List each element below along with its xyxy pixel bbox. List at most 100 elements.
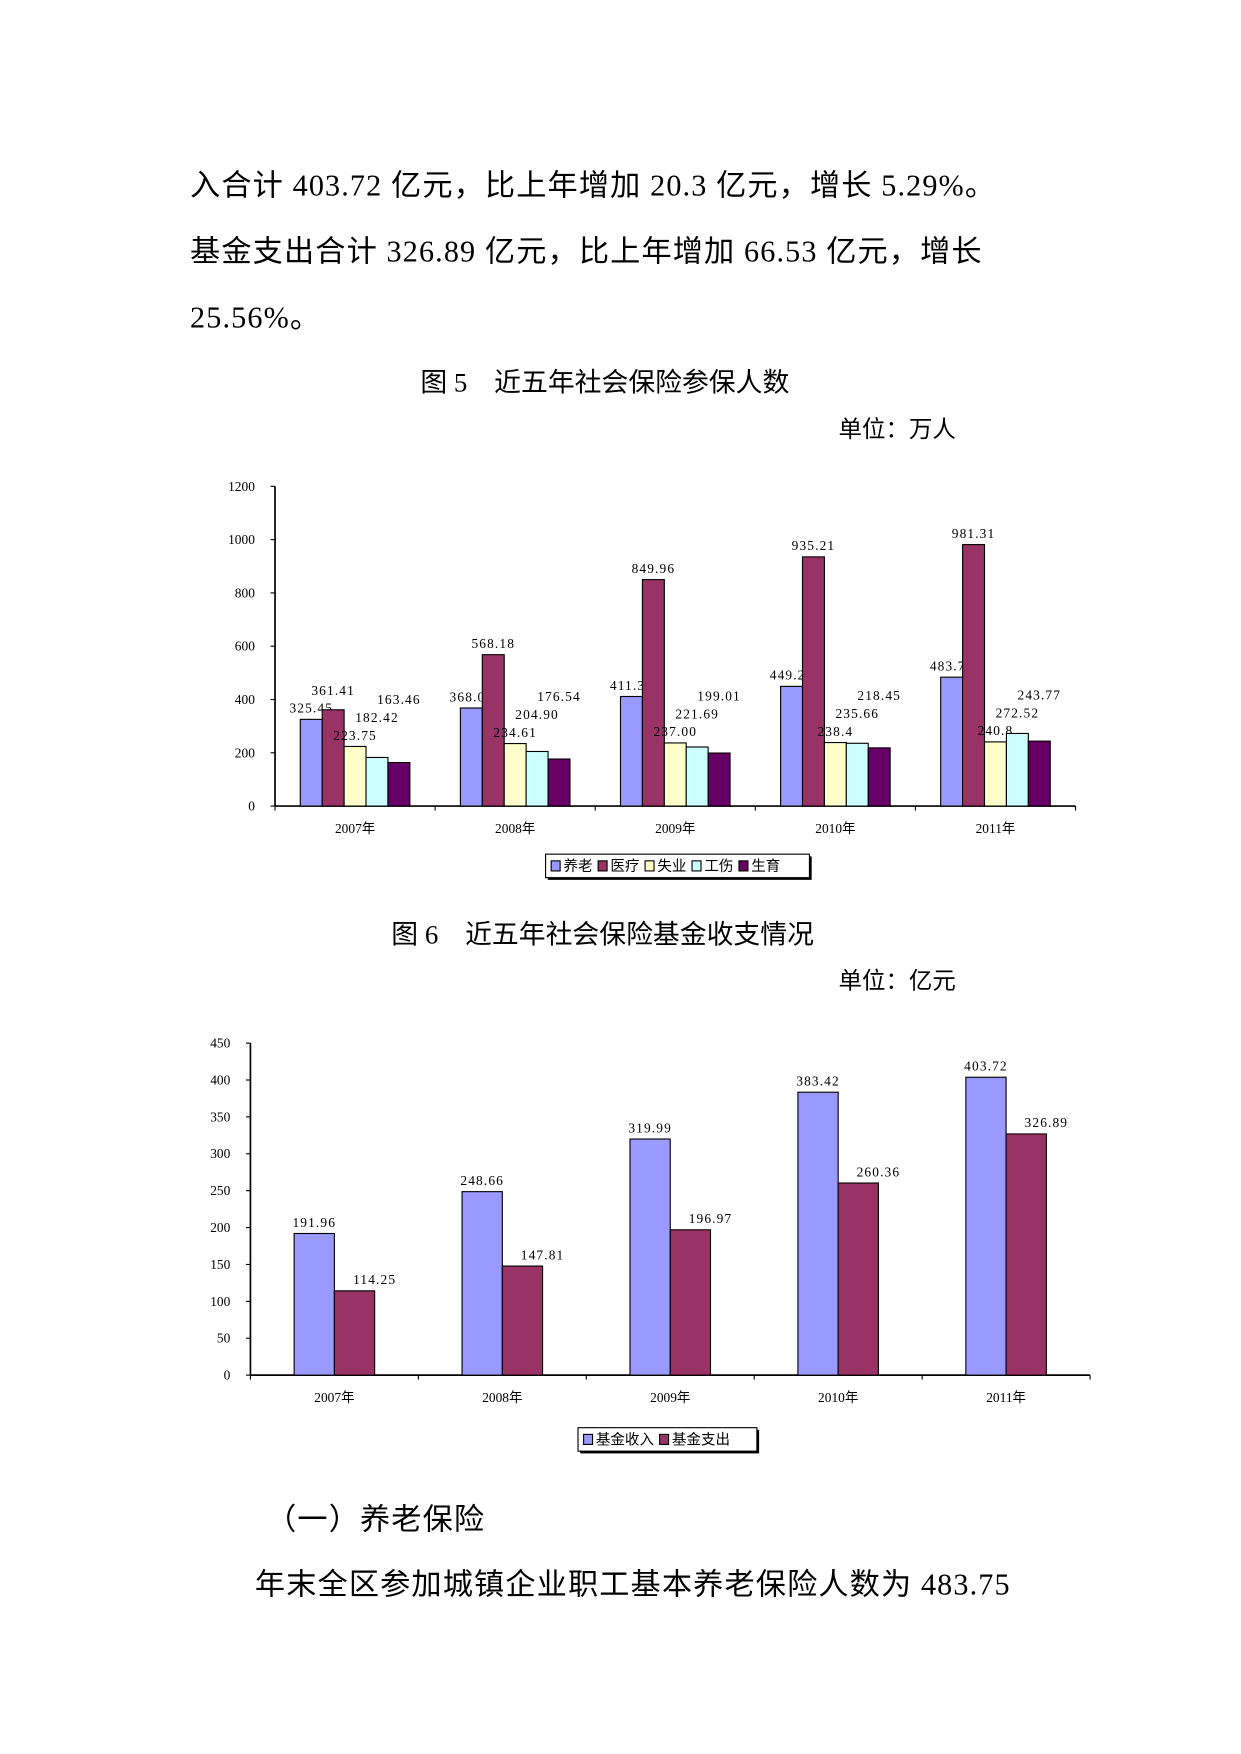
data-label: 272.52 [996,705,1040,720]
bar [823,741,847,807]
y-tick-label: 250 [210,1183,230,1198]
bar [547,758,571,807]
data-label: 204.90 [515,707,559,722]
data-label: 235.66 [835,706,879,721]
y-tick-label: 600 [235,639,255,654]
bar [387,761,411,807]
y-tick-label: 0 [224,1368,231,1383]
x-tick-label: 2009年 [650,1390,690,1405]
legend-swatch [691,860,702,872]
legend-label: 医疗 [610,858,639,875]
data-label: 218.45 [857,688,901,703]
legend-swatch [738,860,749,872]
paragraph-line: 基金支出合计 326.89 亿元，比上年增加 66.53 亿元，增长 [190,234,983,269]
bar [343,745,367,807]
data-label: 237.00 [653,724,697,739]
data-label: 114.25 [353,1272,396,1287]
x-tick-label: 2009年 [655,821,695,836]
data-label: 935.21 [792,538,836,553]
x-tick-label: 2010年 [818,1390,858,1405]
bar [459,707,483,807]
data-label: 260.36 [857,1164,901,1179]
bar [503,743,527,807]
x-tick-label: 2007年 [314,1390,354,1405]
legend-label: 基金支出 [672,1431,730,1448]
y-tick-label: 50 [217,1331,231,1346]
legend-label: 工伤 [704,858,733,875]
data-label: 196.97 [689,1211,733,1226]
data-label: 319.99 [628,1120,672,1135]
y-tick-label: 400 [235,692,255,707]
data-label: 176.54 [537,689,581,704]
figure6-unit: 单位：亿元 [838,967,956,994]
figure5-chart: 0 200 400 600 800 1000 1200 2007年 325.45 361.41 22… [228,479,1077,880]
legend-label: 失业 [657,858,686,875]
bar [333,1290,376,1376]
y-tick-label: 1000 [228,532,255,547]
bar [619,695,643,807]
bar [707,752,731,807]
figure6-title: 图 6 近五年社会保险基金收支情况 [391,921,814,951]
data-label: 403.72 [964,1059,1008,1074]
bar [501,1265,544,1376]
legend-swatch [583,1433,594,1446]
legend-swatch [659,1433,670,1446]
legend-label: 养老 [563,858,592,875]
bar [365,756,389,807]
data-label: 411.32 [610,678,653,693]
paragraph-line: 年末全区参加城镇企业职工基本养老保险人数为 483.75 [254,1567,1011,1601]
legend-label: 基金收入 [596,1431,654,1448]
bar [525,750,549,807]
bar [801,556,825,807]
legend-swatch [550,860,561,872]
bar [845,742,869,807]
y-tick-label: 400 [210,1072,230,1087]
data-label: 238.4 [817,724,853,739]
bar [780,685,804,807]
bar [962,544,986,807]
bar [321,709,345,807]
bar [299,718,323,807]
paragraph-line: 入合计 403.72 亿元，比上年增加 20.3 亿元，增长 5.29%。 [190,168,997,203]
x-tick-label: 2010年 [815,821,855,836]
bar [1005,1133,1047,1376]
data-label: 248.66 [460,1173,504,1188]
bar [837,1182,879,1376]
data-label: 368.05 [450,689,494,704]
bar [663,742,687,807]
x-tick-label: 2011年 [976,821,1016,836]
bar [685,746,709,807]
bar [669,1229,712,1376]
data-label: 325.45 [289,701,333,716]
data-label: 234.61 [493,725,537,740]
y-tick-label: 350 [210,1109,230,1124]
data-label: 182.42 [355,710,399,725]
x-tick-label: 2008年 [482,1390,522,1405]
section-heading: （一）养老保险 [266,1502,486,1537]
bar [629,1138,671,1376]
data-label: 221.69 [675,706,719,721]
data-label: 326.89 [1025,1115,1069,1130]
bar [641,579,665,807]
figure5-unit: 单位：万人 [838,415,956,443]
data-label: 449.29 [770,668,814,683]
figure6-chart: 0 50 100 150 200 250 300 350 400 450 2007年 191.96 11… [210,1036,1091,1454]
y-tick-label: 150 [210,1257,230,1272]
y-tick-label: 100 [210,1294,230,1309]
bar [1027,740,1051,807]
x-tick-label: 2011年 [986,1390,1026,1405]
data-label: 383.42 [796,1074,840,1089]
data-label: 483.75 [930,658,974,673]
data-label: 849.96 [632,561,676,576]
legend [545,853,810,879]
x-tick-label: 2007年 [335,821,375,836]
legend-swatch [644,860,655,872]
y-tick-label: 200 [210,1220,230,1235]
legend-swatch [597,860,608,872]
x-tick-label: 2008年 [495,821,535,836]
bar [867,747,891,807]
y-tick-label: 0 [248,799,255,814]
data-label: 243.77 [1018,687,1062,702]
y-tick-label: 1200 [228,479,255,494]
